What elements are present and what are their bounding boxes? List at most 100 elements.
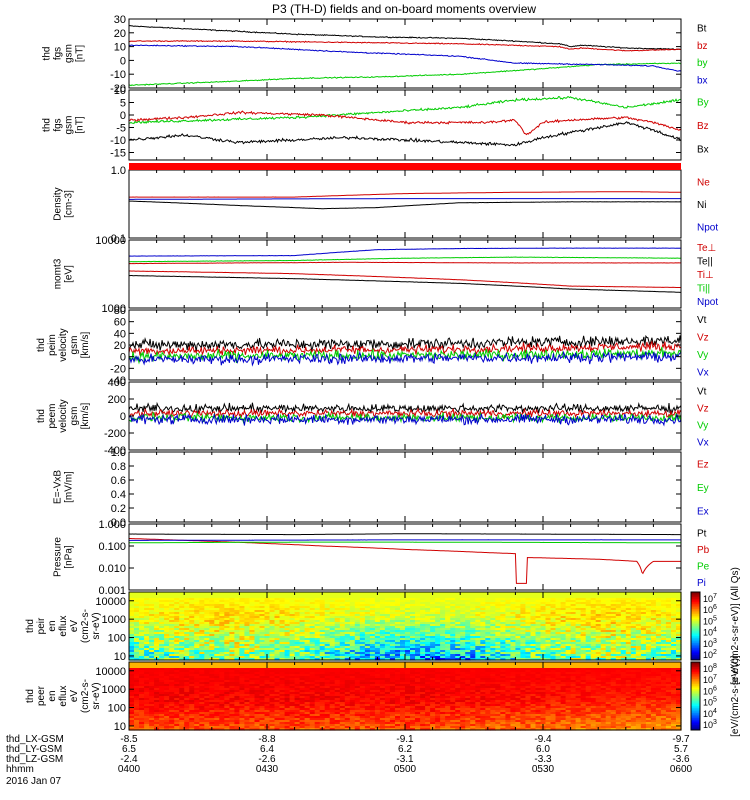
heat-cell <box>615 624 622 627</box>
heat-cell <box>535 596 542 599</box>
heat-cell <box>169 668 175 671</box>
heat-cell <box>400 606 406 609</box>
heat-cell <box>209 620 215 623</box>
heat-cell <box>665 670 672 673</box>
heat-cell <box>199 620 205 623</box>
heat-cell <box>229 624 235 627</box>
heat-cell <box>460 652 466 655</box>
heat-cell <box>655 650 662 653</box>
heat-cell <box>425 616 431 619</box>
heat-cell <box>530 614 537 617</box>
heat-cell <box>645 618 652 621</box>
heat-cell <box>314 654 321 657</box>
heat-cell <box>440 608 446 611</box>
heat-cell <box>655 630 662 633</box>
heat-cell <box>189 630 195 633</box>
heat-cell <box>395 606 401 609</box>
heat-cell <box>630 592 637 595</box>
heat-cell <box>555 664 562 667</box>
heat-cell <box>655 592 662 595</box>
heat-cell <box>264 620 271 623</box>
heat-cell <box>450 600 456 603</box>
heat-cell <box>234 594 240 597</box>
heat-cell <box>389 666 396 669</box>
heat-cell <box>309 644 316 647</box>
heat-cell <box>189 658 195 661</box>
heat-cell <box>525 664 531 667</box>
heat-cell <box>645 606 652 609</box>
heat-cell <box>164 632 170 635</box>
heat-cell <box>219 622 225 625</box>
heat-cell <box>304 618 311 621</box>
heat-cell <box>480 614 486 617</box>
heat-cell <box>384 616 391 619</box>
heat-cell <box>264 600 271 603</box>
heat-cell <box>299 596 306 599</box>
heat-cell <box>269 622 276 625</box>
heat-cell <box>144 610 150 613</box>
heat-cell <box>219 600 225 603</box>
heat-cell <box>319 616 326 619</box>
heat-cell <box>525 638 531 641</box>
heat-cell <box>379 654 386 657</box>
heat-cell <box>650 596 657 599</box>
heat-cell <box>485 612 491 615</box>
heat-cell <box>525 628 531 631</box>
heat-cell <box>379 620 386 623</box>
heat-cell <box>410 666 416 669</box>
heat-cell <box>324 636 331 639</box>
heat-cell <box>164 610 170 613</box>
heat-cell <box>294 634 301 637</box>
heat-cell <box>445 608 451 611</box>
heat-cell <box>405 656 411 659</box>
colorbar-cell <box>691 632 700 635</box>
heat-cell <box>660 596 667 599</box>
heat-cell <box>249 654 255 657</box>
heat-cell <box>580 620 587 623</box>
heat-cell <box>671 600 677 603</box>
heat-cell <box>445 646 451 649</box>
heat-cell <box>455 616 461 619</box>
heat-cell <box>410 592 416 595</box>
heat-cell <box>179 638 185 641</box>
heat-cell <box>184 600 190 603</box>
heat-cell <box>139 636 145 639</box>
heat-cell <box>590 662 597 665</box>
heat-cell <box>650 634 657 637</box>
heat-cell <box>279 664 286 667</box>
heat-cell <box>590 606 597 609</box>
heat-cell <box>224 604 230 607</box>
heat-cell <box>289 600 296 603</box>
heat-cell <box>540 618 547 621</box>
heat-cell <box>610 652 617 655</box>
heat-cell <box>329 666 336 669</box>
heat-cell <box>169 598 175 601</box>
heat-cell <box>309 604 316 607</box>
heat-cell <box>580 618 587 621</box>
heat-cell <box>671 598 677 601</box>
heat-cell <box>349 618 356 621</box>
heat-cell <box>500 642 506 645</box>
heat-cell <box>490 666 496 669</box>
heat-cell <box>194 654 200 657</box>
heat-cell <box>274 602 281 605</box>
heat-cell <box>595 618 602 621</box>
heat-cell <box>319 612 326 615</box>
heat-cell <box>585 600 592 603</box>
heat-cell <box>610 654 617 657</box>
heat-cell <box>585 630 592 633</box>
heat-cell <box>284 642 291 645</box>
heat-cell <box>505 654 511 657</box>
heat-cell <box>304 654 311 657</box>
heat-cell <box>254 614 261 617</box>
heat-cell <box>420 658 426 661</box>
heat-cell <box>384 618 391 621</box>
heat-cell <box>640 622 647 625</box>
heat-cell <box>615 640 622 643</box>
heat-cell <box>585 662 592 665</box>
heat-cell <box>159 640 165 643</box>
heat-cell <box>590 614 597 617</box>
heat-cell <box>485 624 491 627</box>
heat-cell <box>555 650 562 653</box>
heat-cell <box>470 654 476 657</box>
